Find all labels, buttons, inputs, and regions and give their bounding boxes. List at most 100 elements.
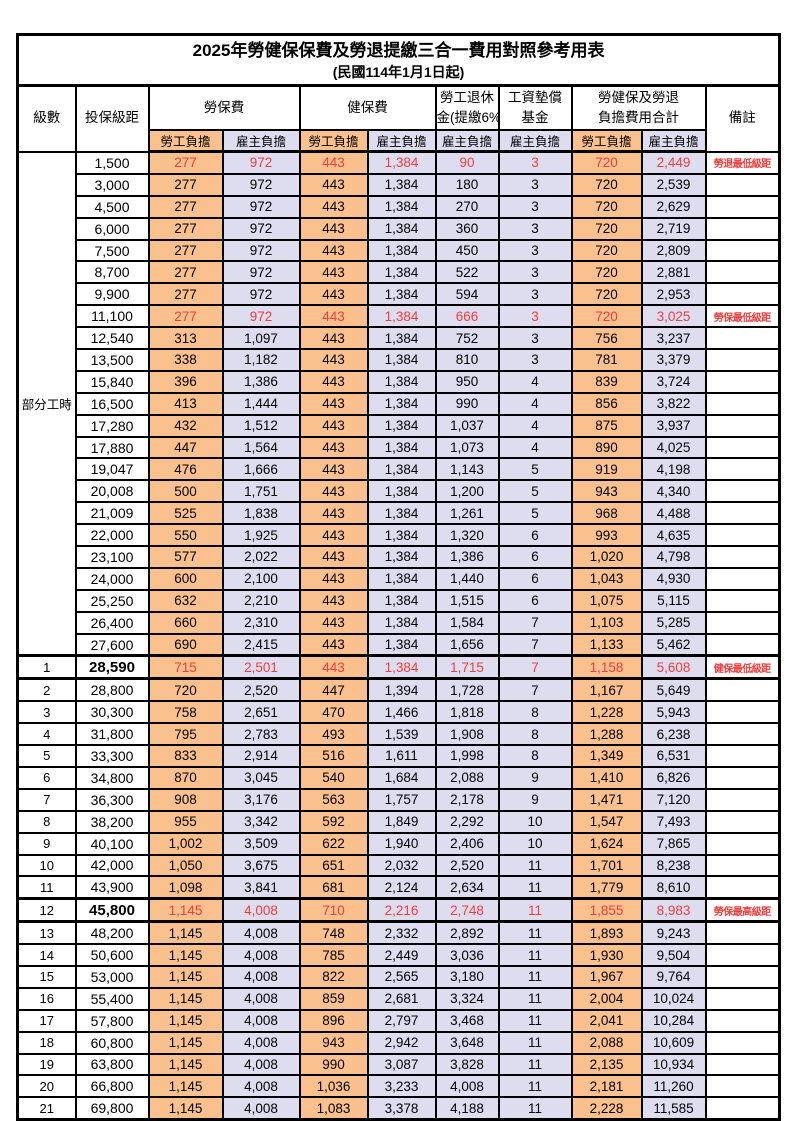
cell-total-employer: 10,609 xyxy=(640,1030,707,1055)
cell-pension-employer: 1,656 xyxy=(434,632,500,658)
cell-pension-employer: 4,188 xyxy=(434,1096,500,1121)
total-label-line1: 勞健保及勞退 xyxy=(598,89,679,105)
cell-bracket: 19,047 xyxy=(74,457,150,482)
col-header-total: 勞健保及勞退 負擔費用合計 xyxy=(570,84,707,131)
cell-health-employer: 1,384 xyxy=(366,435,437,460)
cell-labor-employer: 4,008 xyxy=(221,897,301,924)
cell-pension-employer: 2,178 xyxy=(434,787,500,812)
cell-wage-fund-employer: 7 xyxy=(497,610,573,635)
cell-pension-employer: 1,998 xyxy=(434,744,500,768)
cell-total-employer: 2,881 xyxy=(640,260,707,285)
cell-labor-employer: 972 xyxy=(221,282,301,307)
table-row: 12 45,800 1,145 4,008 710 2,216 2,748 11 1,855 8,… xyxy=(16,897,781,924)
pension-label-line2: 金(提繳6%) xyxy=(436,110,497,125)
cell-total-employee: 1,133 xyxy=(570,632,643,658)
cell-total-employer: 11,585 xyxy=(640,1096,707,1121)
cell-health-employer: 1,384 xyxy=(366,588,437,613)
cell-wage-fund-employer: 3 xyxy=(497,260,573,285)
wage-fund-label-line2: 基金 xyxy=(521,110,549,125)
cell-health-employee: 470 xyxy=(298,700,369,725)
cell-labor-employer: 4,008 xyxy=(221,1052,301,1077)
cell-wage-fund-employer: 4 xyxy=(497,435,573,460)
cell-wage-fund-employer: 11 xyxy=(497,1074,573,1099)
cell-pension-employer: 2,634 xyxy=(434,875,500,900)
cell-bracket: 43,900 xyxy=(74,875,150,900)
cell-health-employee: 443 xyxy=(298,326,369,351)
cell-labor-employer: 4,008 xyxy=(221,920,301,946)
table-row: 9,900 277 972 443 1,384 594 3 720 2,953 xyxy=(18,282,781,307)
cell-health-employee: 443 xyxy=(298,632,369,658)
cell-labor-employee: 447 xyxy=(147,435,224,460)
cell-health-employer: 2,942 xyxy=(366,1030,437,1055)
cell-total-employer: 2,629 xyxy=(640,194,707,219)
cell-bracket: 40,100 xyxy=(74,831,150,856)
cell-labor-employee: 1,145 xyxy=(147,1074,224,1099)
cell-pension-employer: 1,200 xyxy=(434,479,500,504)
cell-labor-employer: 3,841 xyxy=(221,875,301,900)
cell-health-employer: 1,384 xyxy=(366,172,437,197)
table-row: 1 28,590 715 2,501 443 1,384 1,715 7 1,158 5,608 健… xyxy=(16,654,781,681)
cell-wage-fund-employer: 5 xyxy=(497,457,573,482)
cell-total-employee: 968 xyxy=(570,501,643,526)
cell-wage-fund-employer: 5 xyxy=(497,479,573,504)
cell-remark xyxy=(704,326,781,351)
cell-remark: 勞保最高級距 xyxy=(704,897,781,924)
cell-total-employee: 1,893 xyxy=(570,920,643,946)
cell-wage-fund-employer: 11 xyxy=(497,875,573,900)
page-subtitle: (民國114年1月1日起) xyxy=(332,63,465,80)
cell-total-employee: 1,930 xyxy=(570,943,643,967)
table-row: 15,840 396 1,386 443 1,384 950 4 839 3,724 xyxy=(18,369,781,394)
cell-bracket: 15,840 xyxy=(74,369,150,394)
cell-level: 1 xyxy=(16,654,77,681)
cell-health-employee: 443 xyxy=(298,479,369,504)
table-row: 10 42,000 1,050 3,675 651 2,032 2,520 11 1,701 8,… xyxy=(16,853,781,878)
col-header-bracket: 投保級距 xyxy=(74,84,150,153)
cell-health-employee: 943 xyxy=(298,1030,369,1055)
cell-remark xyxy=(704,986,781,1011)
cell-labor-employee: 758 xyxy=(147,700,224,725)
cell-labor-employee: 690 xyxy=(147,632,224,658)
cell-labor-employer: 972 xyxy=(221,216,301,241)
table-row: 8,700 277 972 443 1,384 522 3 720 2,881 xyxy=(18,260,781,285)
cell-health-employee: 443 xyxy=(298,194,369,219)
cell-total-employee: 2,041 xyxy=(570,1008,643,1033)
table-row: 3 30,300 758 2,651 470 1,466 1,818 8 1,228 5,943 xyxy=(16,700,781,725)
table-row: 14 50,600 1,145 4,008 785 2,449 3,036 11 1,930 9,… xyxy=(16,943,781,967)
cell-wage-fund-employer: 3 xyxy=(497,172,573,197)
cell-total-employer: 5,462 xyxy=(640,632,707,658)
table-row: 5 33,300 833 2,914 516 1,611 1,998 8 1,349 6,531 xyxy=(16,744,781,768)
table-row: 13,500 338 1,182 443 1,384 810 3 781 3,379 xyxy=(18,348,781,372)
cell-labor-employee: 525 xyxy=(147,501,224,526)
cell-level: 16 xyxy=(16,986,77,1011)
table-row: 17,880 447 1,564 443 1,384 1,073 4 890 4,025 xyxy=(18,435,781,460)
cell-health-employee: 785 xyxy=(298,943,369,967)
cell-remark xyxy=(704,765,781,790)
cell-total-employee: 1,410 xyxy=(570,765,643,790)
cell-health-employer: 1,384 xyxy=(366,238,437,263)
cell-remark xyxy=(704,238,781,263)
cell-remark xyxy=(704,831,781,856)
cell-total-employer: 6,238 xyxy=(640,722,707,747)
cell-labor-employee: 277 xyxy=(147,194,224,219)
cell-pension-employer: 1,386 xyxy=(434,545,500,569)
cell-health-employer: 1,539 xyxy=(366,722,437,747)
cell-wage-fund-employer: 4 xyxy=(497,391,573,416)
cell-health-employer: 1,384 xyxy=(366,282,437,307)
table-row: 27,600 690 2,415 443 1,384 1,656 7 1,133 5,462 xyxy=(18,632,781,658)
cell-health-employee: 563 xyxy=(298,787,369,812)
cell-total-employer: 5,943 xyxy=(640,700,707,725)
cell-total-employer: 7,493 xyxy=(640,809,707,834)
cell-total-employee: 720 xyxy=(570,282,643,307)
cell-labor-employee: 870 xyxy=(147,765,224,790)
premium-table: 2025年勞健保保費及勞退提繳三合一費用對照參考用表 (民國114年1月1日起)… xyxy=(16,33,782,1121)
cell-labor-employer: 4,008 xyxy=(221,1030,301,1055)
cell-remark xyxy=(704,1008,781,1033)
cell-level: 7 xyxy=(16,787,77,812)
cell-level: 12 xyxy=(16,897,77,924)
col-header-labor-insurance: 勞保費 xyxy=(147,84,301,131)
cell-labor-employer: 972 xyxy=(221,150,301,175)
cell-pension-employer: 3,324 xyxy=(434,986,500,1011)
cell-total-employee: 1,158 xyxy=(570,654,643,681)
cell-bracket: 30,300 xyxy=(74,700,150,725)
cell-labor-employer: 1,838 xyxy=(221,501,301,526)
